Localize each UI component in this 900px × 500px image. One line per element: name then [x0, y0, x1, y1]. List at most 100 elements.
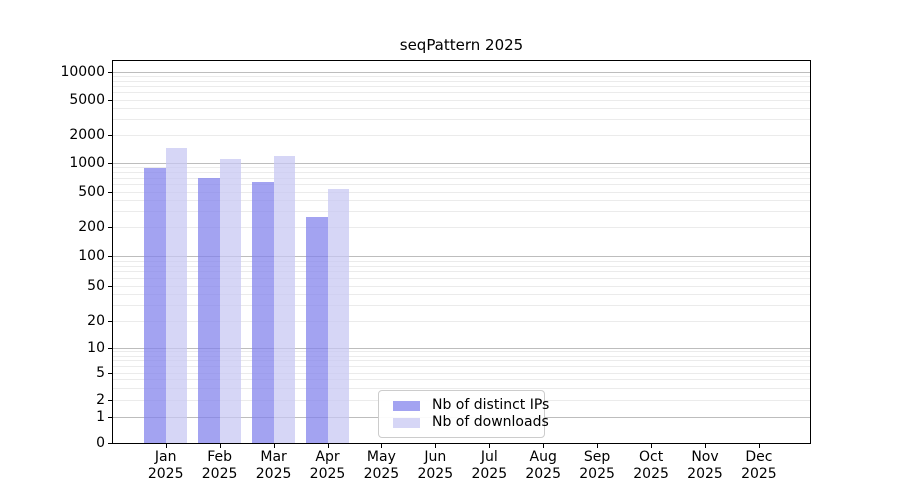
y-tick-label: 5 — [96, 364, 105, 381]
y-tick-mark — [108, 443, 113, 444]
y-tick-label: 50 — [87, 277, 105, 294]
x-tick-label: May 2025 — [363, 449, 400, 482]
grid-line-minor — [113, 108, 810, 110]
x-tick-label: Jun 2025 — [417, 449, 454, 482]
grid-line-minor — [113, 265, 810, 267]
grid-line-minor — [113, 191, 810, 193]
y-tick-label: 1 — [96, 408, 105, 425]
y-tick-label: 10000 — [60, 64, 105, 80]
legend-label-downloads: Nb of downloads — [432, 414, 549, 430]
grid-line-minor — [113, 372, 810, 374]
x-tick-label: Jul 2025 — [471, 449, 508, 482]
bar-distinct-ips-jan — [144, 167, 166, 443]
x-tick-label: Sep 2025 — [579, 449, 615, 482]
grid-line-minor — [113, 351, 810, 353]
grid-line-minor — [113, 294, 810, 296]
legend-item-distinct-ips: Nb of distinct IPs — [387, 397, 549, 414]
grid-line-minor — [113, 184, 810, 185]
y-tick-mark — [108, 416, 113, 418]
grid-line-major — [113, 163, 810, 164]
y-tick-mark — [108, 321, 113, 322]
x-tick-label: Nov 2025 — [687, 449, 723, 482]
grid-line-minor — [113, 211, 810, 213]
y-tick-label: 1000 — [69, 155, 105, 171]
grid-line-minor — [113, 80, 810, 82]
bar-downloads-apr — [327, 189, 349, 443]
x-tick-label: Mar 2025 — [255, 449, 292, 482]
x-tick-label: Oct 2025 — [633, 449, 669, 482]
y-tick-mark — [108, 227, 113, 228]
grid-line-major — [113, 72, 810, 73]
grid-line-minor — [113, 379, 810, 381]
grid-line-minor — [113, 167, 810, 169]
x-tick-mark — [597, 444, 599, 448]
grid-line-major — [113, 347, 810, 349]
x-tick-mark — [705, 444, 706, 448]
grid-line-minor — [113, 200, 810, 202]
x-tick-mark — [273, 444, 275, 448]
y-tick-label: 20 — [87, 313, 105, 329]
grid-line-minor — [113, 305, 810, 307]
y-tick-mark — [108, 163, 113, 164]
grid-line-minor — [113, 355, 810, 357]
bar-distinct-ips-feb — [198, 178, 220, 443]
y-tick-mark — [108, 400, 113, 401]
x-tick-mark — [219, 444, 221, 448]
grid-line-minor — [113, 271, 810, 273]
grid-line-minor — [113, 321, 810, 322]
x-tick-label: Dec 2025 — [741, 449, 777, 482]
x-tick-mark — [327, 444, 329, 448]
y-tick-label: 100 — [78, 248, 105, 264]
plot-area — [112, 60, 811, 444]
bar-downloads-feb — [219, 159, 242, 443]
grid-line-minor — [113, 135, 810, 136]
x-tick-label: Apr 2025 — [309, 449, 346, 482]
y-tick-label: 200 — [78, 219, 105, 235]
x-tick-mark — [489, 444, 491, 448]
y-tick-mark — [108, 347, 113, 349]
x-tick-mark — [651, 444, 653, 448]
grid-line-minor — [113, 92, 810, 94]
x-tick-label: Aug 2025 — [525, 449, 561, 482]
y-tick-label: 500 — [78, 183, 105, 200]
grid-line-minor — [113, 119, 810, 121]
y-tick-mark — [108, 191, 113, 193]
grid-line-minor — [113, 86, 810, 88]
y-tick-label: 5000 — [69, 91, 105, 108]
grid-line-minor — [113, 387, 810, 389]
y-tick-label: 2000 — [69, 127, 105, 143]
legend-item-downloads: Nb of downloads — [387, 414, 549, 431]
x-tick-label: Jan 2025 — [147, 449, 184, 482]
grid-line-minor — [113, 99, 810, 101]
x-tick-mark — [543, 444, 545, 448]
chart-title: seqPattern 2025 — [399, 36, 524, 54]
bar-distinct-ips-mar — [252, 182, 274, 443]
grid-line-minor — [113, 365, 810, 367]
y-tick-mark — [108, 99, 113, 101]
y-tick-label: 10 — [87, 339, 105, 356]
y-tick-label: 2 — [96, 392, 105, 408]
x-tick-label: Feb 2025 — [201, 449, 238, 482]
x-tick-mark — [758, 444, 760, 448]
legend-label-distinct-ips: Nb of distinct IPs — [432, 397, 550, 413]
legend-swatch-distinct-ips-icon — [393, 400, 420, 411]
x-tick-mark — [435, 444, 437, 448]
grid-line-minor — [113, 172, 810, 174]
bar-distinct-ips-apr — [306, 216, 328, 443]
grid-line-minor — [113, 285, 810, 287]
legend-swatch-downloads-icon — [393, 417, 420, 428]
grid-line-minor — [113, 177, 810, 179]
y-tick-mark — [108, 285, 113, 287]
grid-line-minor — [113, 360, 810, 362]
grid-line-minor — [113, 76, 810, 78]
grid-line-minor — [113, 277, 810, 279]
x-tick-mark — [165, 444, 167, 448]
legend: Nb of distinct IPs Nb of downloads — [378, 390, 549, 438]
y-tick-mark — [108, 72, 113, 73]
grid-line-major — [113, 256, 810, 257]
bar-downloads-jan — [165, 148, 188, 443]
y-tick-label: 0 — [96, 435, 105, 451]
y-tick-mark — [108, 372, 113, 374]
grid-line-minor — [113, 227, 810, 228]
